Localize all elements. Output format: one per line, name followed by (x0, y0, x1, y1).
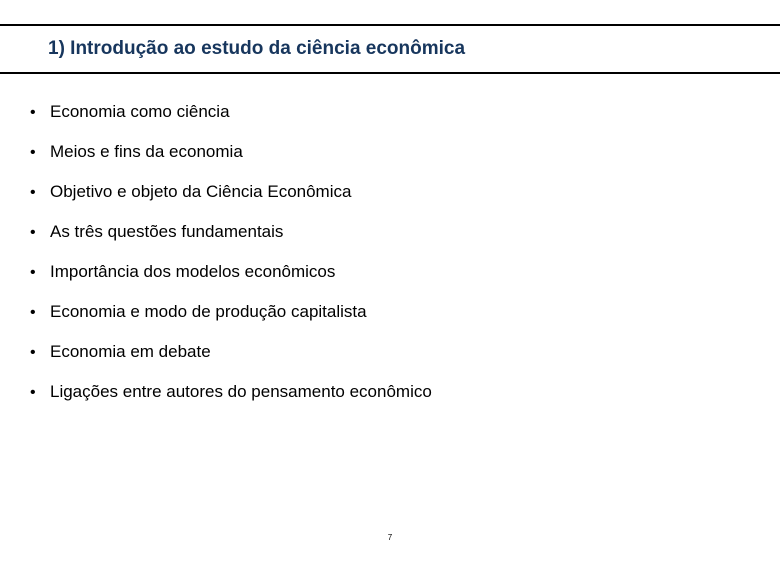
list-item: • Economia como ciência (30, 102, 780, 122)
list-item-text: Ligações entre autores do pensamento eco… (50, 382, 432, 402)
list-item: • As três questões fundamentais (30, 222, 780, 242)
bullet-icon: • (30, 305, 50, 321)
list-item: • Economia em debate (30, 342, 780, 362)
list-item: • Ligações entre autores do pensamento e… (30, 382, 780, 402)
bullet-icon: • (30, 345, 50, 361)
list-item-text: Economia em debate (50, 342, 211, 362)
bullet-icon: • (30, 105, 50, 121)
slide-title: 1) Introdução ao estudo da ciência econô… (48, 38, 780, 60)
page-number: 7 (0, 533, 780, 542)
list-item: • Importância dos modelos econômicos (30, 262, 780, 282)
list-item-text: As três questões fundamentais (50, 222, 283, 242)
list-item-text: Importância dos modelos econômicos (50, 262, 335, 282)
list-item-text: Objetivo e objeto da Ciência Econômica (50, 182, 351, 202)
bullet-icon: • (30, 385, 50, 401)
title-container: 1) Introdução ao estudo da ciência econô… (0, 26, 780, 72)
list-item: • Economia e modo de produção capitalist… (30, 302, 780, 322)
list-item-text: Meios e fins da economia (50, 142, 243, 162)
bullet-list: • Economia como ciência • Meios e fins d… (0, 74, 780, 402)
bullet-icon: • (30, 265, 50, 281)
list-item-text: Economia e modo de produção capitalista (50, 302, 367, 322)
list-item-text: Economia como ciência (50, 102, 230, 122)
bullet-icon: • (30, 145, 50, 161)
list-item: • Objetivo e objeto da Ciência Econômica (30, 182, 780, 202)
bullet-icon: • (30, 225, 50, 241)
bullet-icon: • (30, 185, 50, 201)
list-item: • Meios e fins da economia (30, 142, 780, 162)
